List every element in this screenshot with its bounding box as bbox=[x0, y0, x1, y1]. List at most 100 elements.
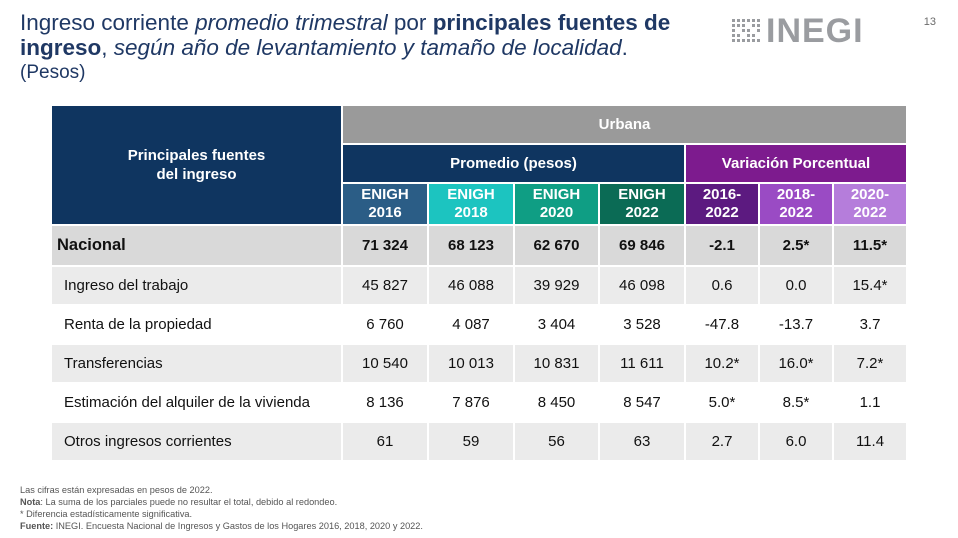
year-header-2022: ENIGH 2022 bbox=[600, 184, 686, 224]
table-cell: 8.5* bbox=[760, 382, 834, 421]
var-header-2018-2022: 2018- 2022 bbox=[760, 184, 834, 224]
row-label: Transferencias bbox=[52, 343, 343, 382]
title-part: por bbox=[387, 10, 433, 35]
var-header-2020-2022: 2020- 2022 bbox=[834, 184, 906, 224]
table-cell: 69 846 bbox=[600, 224, 686, 265]
table-cell: 10 540 bbox=[343, 343, 429, 382]
table-cell: 7 876 bbox=[429, 382, 515, 421]
table-cell: 6 760 bbox=[343, 304, 429, 343]
year-header-label: ENIGH bbox=[618, 186, 666, 203]
table-row: Otros ingresos corrientes 61 59 56 63 2.… bbox=[52, 421, 906, 460]
income-table: Principales fuentes del ingreso Urbana P… bbox=[52, 106, 906, 460]
table-cell: 6.0 bbox=[760, 421, 834, 460]
table-cell: 5.0* bbox=[686, 382, 760, 421]
logo-text: INEGI bbox=[766, 12, 864, 50]
title-part-bold: principales fuentes de ingreso bbox=[20, 10, 671, 60]
year-header-year: 2016 bbox=[368, 204, 402, 221]
table-row: Transferencias 10 540 10 013 10 831 11 6… bbox=[52, 343, 906, 382]
table-cell: -47.8 bbox=[686, 304, 760, 343]
logo-mark-icon bbox=[732, 19, 760, 42]
table-row: Estimación del alquiler de la vivienda 8… bbox=[52, 382, 906, 421]
year-header-label: ENIGH bbox=[361, 186, 409, 203]
table-cell: 7.2* bbox=[834, 343, 906, 382]
table-cell: 56 bbox=[515, 421, 600, 460]
table-cell: -13.7 bbox=[760, 304, 834, 343]
table-cell: 8 450 bbox=[515, 382, 600, 421]
nota-label: Nota bbox=[20, 497, 41, 507]
year-header-2016: ENIGH 2016 bbox=[343, 184, 429, 224]
var-header-end: 2022 bbox=[853, 204, 887, 221]
year-header-2020: ENIGH 2020 bbox=[515, 184, 600, 224]
var-header-start: 2020- bbox=[850, 186, 890, 203]
row-label: Ingreso del trabajo bbox=[52, 265, 343, 304]
corner-header: Principales fuentes del ingreso bbox=[52, 106, 343, 224]
table-cell: 4 087 bbox=[429, 304, 515, 343]
var-header-end: 2022 bbox=[705, 204, 739, 221]
table-cell: 3 404 bbox=[515, 304, 600, 343]
table-cell: 46 088 bbox=[429, 265, 515, 304]
table-cell: 68 123 bbox=[429, 224, 515, 265]
year-header-label: ENIGH bbox=[532, 186, 581, 203]
footnote-nota: Nota: La suma de los parciales puede no … bbox=[20, 496, 423, 508]
var-header-2016-2022: 2016- 2022 bbox=[686, 184, 760, 224]
table-cell: 0.6 bbox=[686, 265, 760, 304]
year-header-year: 2018 bbox=[454, 204, 488, 221]
table-cell: 11 611 bbox=[600, 343, 686, 382]
fuente-label: Fuente: bbox=[20, 521, 54, 531]
row-label: Renta de la propiedad bbox=[52, 304, 343, 343]
title-part-italic: según año de levantamiento y tamaño de l… bbox=[113, 35, 622, 60]
table-cell: 11.5* bbox=[834, 224, 906, 265]
table-cell: 10.2* bbox=[686, 343, 760, 382]
year-header-year: 2022 bbox=[625, 204, 659, 221]
row-label: Otros ingresos corrientes bbox=[52, 421, 343, 460]
variacion-header: Variación Porcentual bbox=[686, 145, 906, 184]
row-label: Nacional bbox=[52, 224, 343, 265]
nota-text: : La suma de los parciales puede no resu… bbox=[40, 497, 338, 507]
table-cell: -2.1 bbox=[686, 224, 760, 265]
table-cell: 39 929 bbox=[515, 265, 600, 304]
inegi-logo: INEGI bbox=[732, 14, 864, 48]
table-cell: 1.1 bbox=[834, 382, 906, 421]
footnote-fuente: Fuente: INEGI. Encuesta Nacional de Ingr… bbox=[20, 520, 423, 532]
table-cell: 3 528 bbox=[600, 304, 686, 343]
table-cell: 11.4 bbox=[834, 421, 906, 460]
table-cell: 3.7 bbox=[834, 304, 906, 343]
table-cell: 16.0* bbox=[760, 343, 834, 382]
table-cell: 61 bbox=[343, 421, 429, 460]
table-row-nacional: Nacional 71 324 68 123 62 670 69 846 -2.… bbox=[52, 224, 906, 265]
title-part: Ingreso corriente bbox=[20, 10, 196, 35]
title-part: , bbox=[101, 35, 114, 60]
table-cell: 8 547 bbox=[600, 382, 686, 421]
table-row: Ingreso del trabajo 45 827 46 088 39 929… bbox=[52, 265, 906, 304]
var-header-start: 2018- bbox=[776, 186, 816, 203]
table-cell: 2.5* bbox=[760, 224, 834, 265]
promedio-header: Promedio (pesos) bbox=[343, 145, 686, 184]
table-cell: 71 324 bbox=[343, 224, 429, 265]
page-subtitle: (Pesos) bbox=[20, 62, 86, 83]
year-header-2018: ENIGH 2018 bbox=[429, 184, 515, 224]
year-header-year: 2020 bbox=[539, 204, 574, 221]
row-label: Estimación del alquiler de la vivienda bbox=[52, 382, 343, 421]
footnote-significance: * Diferencia estadísticamente significat… bbox=[20, 509, 193, 519]
var-header-start: 2016- bbox=[702, 186, 742, 203]
table-cell: 10 831 bbox=[515, 343, 600, 382]
var-header-end: 2022 bbox=[779, 204, 813, 221]
footnote-currency: Las cifras están expresadas en pesos de … bbox=[20, 485, 213, 495]
page-number: 13 bbox=[923, 16, 936, 28]
table-cell: 2.7 bbox=[686, 421, 760, 460]
fuente-text: INEGI. Encuesta Nacional de Ingresos y G… bbox=[53, 521, 423, 531]
table-cell: 10 013 bbox=[429, 343, 515, 382]
title-part: . bbox=[621, 35, 628, 60]
corner-header-line1: Principales fuentes bbox=[127, 147, 266, 164]
corner-header-line2: del ingreso bbox=[156, 166, 237, 183]
page-title: Ingreso corriente promedio trimestral po… bbox=[20, 10, 720, 60]
table-cell: 63 bbox=[600, 421, 686, 460]
table-cell: 62 670 bbox=[515, 224, 600, 265]
title-part-italic: promedio trimestral bbox=[195, 10, 388, 35]
table-cell: 15.4* bbox=[834, 265, 906, 304]
urbana-header: Urbana bbox=[343, 106, 906, 145]
table-cell: 8 136 bbox=[343, 382, 429, 421]
table-cell: 46 098 bbox=[600, 265, 686, 304]
table-cell: 0.0 bbox=[760, 265, 834, 304]
footnotes: Las cifras están expresadas en pesos de … bbox=[20, 484, 423, 532]
